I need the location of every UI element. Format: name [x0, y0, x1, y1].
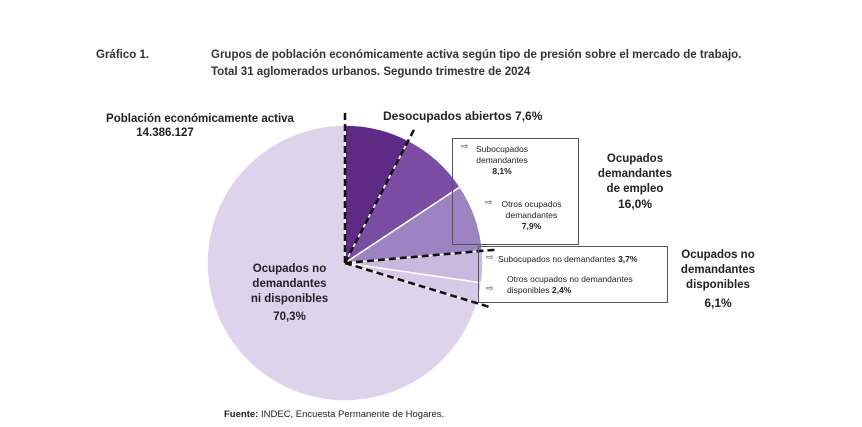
no-demandantes-group-box	[478, 246, 668, 303]
group-demandantes-label: Ocupados demandantes de empleo 16,0%	[580, 152, 690, 212]
otros-dem-label: Otros ocupados demandantes 7,9%	[494, 199, 569, 232]
otros-nodem-pct: 2,4%	[551, 285, 572, 295]
arrow-icon: ⇨	[485, 197, 493, 207]
arrow-icon: ⇨	[486, 283, 494, 293]
otros-dem-line2: demandantes	[505, 210, 558, 220]
source-label: Fuente:	[224, 409, 259, 420]
desocupados-name: Desocupados abiertos	[383, 109, 512, 123]
big-slice-pct: 70,3%	[273, 311, 306, 323]
subocupados-nodem-label: Subocupados no demandantes 3,7%	[498, 254, 637, 265]
demandantes-group-box	[452, 138, 579, 245]
pie-slice-ocupados-no-demandantes-ni-disponibles	[206, 124, 478, 402]
subocupados-dem-line1: Subocupados	[476, 144, 528, 154]
chart-title-line2: Total 31 aglomerados urbanos. Segundo tr…	[211, 66, 531, 78]
otros-nodem-line2: disponibles	[507, 285, 550, 295]
source-note: Fuente: INDEC, Encuesta Permanente de Ho…	[224, 409, 444, 420]
subocupados-nodem-name: Subocupados no demandantes	[498, 254, 616, 264]
group-demandantes-pct: 16,0%	[617, 197, 653, 211]
otros-nodem-label: Otros ocupados no demandantes disponible…	[507, 274, 633, 296]
group-separator-line	[343, 127, 416, 264]
source-text: INDEC, Encuesta Permanente de Hogares.	[260, 409, 445, 420]
group-no-demandantes-line1: Ocupados no	[681, 249, 755, 261]
arrow-icon: ⇨	[486, 252, 494, 262]
subocupados-dem-label: Subocupados demandantes 8,1%	[467, 144, 537, 177]
subocupados-dem-pct: 8,1%	[492, 166, 512, 176]
otros-dem-line1: Otros ocupados	[501, 199, 562, 209]
group-no-demandantes-line3: disponibles	[686, 279, 750, 291]
figure-label: Gráfico 1.	[96, 49, 150, 61]
pea-total: 14.386.127	[136, 127, 194, 139]
big-slice-label: Ocupados no demandantes ni disponibles 7…	[232, 262, 347, 325]
pea-title: Población económicamente activa	[106, 113, 294, 125]
group-demandantes-line3: de empleo	[606, 183, 664, 195]
big-slice-line1: Ocupados no	[252, 263, 327, 275]
group-no-demandantes-line2: demandantes	[680, 264, 756, 276]
desocupados-pct: 7,6%	[515, 109, 543, 123]
desocupados-label: Desocupados abiertos 7,6%	[383, 109, 542, 124]
chart-title-line1: Grupos de población económicamente activ…	[211, 49, 742, 61]
big-slice-line2: demandantes	[252, 278, 327, 290]
subocupados-dem-line2: demandantes	[476, 155, 528, 165]
group-separator-line	[344, 261, 491, 309]
group-demandantes-line1: Ocupados	[606, 153, 664, 165]
otros-nodem-line1: Otros ocupados no demandantes	[507, 274, 633, 284]
group-no-demandantes-label: Ocupados no demandantes disponibles 6,1%	[668, 248, 768, 311]
big-slice-line3: ni disponibles	[250, 293, 329, 305]
group-no-demandantes-pct: 6,1%	[704, 296, 732, 310]
arrow-icon: ⇨	[461, 141, 469, 151]
otros-dem-pct: 7,9%	[521, 221, 542, 231]
group-demandantes-line2: demandantes	[597, 168, 673, 180]
subocupados-nodem-pct: 3,7%	[618, 254, 638, 264]
group-separator-line	[344, 248, 497, 265]
